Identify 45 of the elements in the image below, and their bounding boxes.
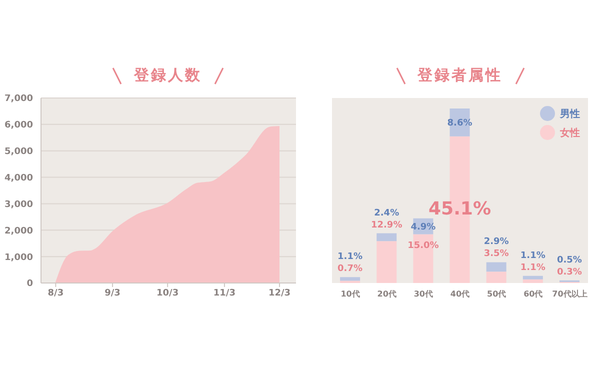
data-label: 3.5% bbox=[484, 249, 509, 260]
x-tick-label: 40代 bbox=[450, 290, 470, 299]
x-tick-label: 8/3 bbox=[48, 288, 64, 298]
x-tick-label: 9/3 bbox=[104, 288, 120, 298]
x-tick-label: 60代 bbox=[524, 290, 543, 299]
y-tick-label: 1,000 bbox=[4, 252, 33, 263]
bar bbox=[522, 279, 543, 283]
x-tick-label: 50代 bbox=[487, 290, 506, 299]
data-label: 2.4% bbox=[374, 208, 400, 218]
data-label: 4.9% bbox=[410, 222, 436, 232]
data-label: 12.9% bbox=[371, 220, 402, 230]
data-label: 0.7% bbox=[338, 264, 363, 274]
data-label: 8.6% bbox=[447, 118, 472, 128]
data-label: 15.0% bbox=[408, 241, 439, 252]
data-label: 1.1% bbox=[520, 262, 546, 273]
y-tick-label: 4,000 bbox=[4, 173, 33, 184]
x-tick-label: 11/3 bbox=[213, 288, 236, 298]
bar bbox=[486, 262, 506, 272]
legend-label: 男性 bbox=[560, 108, 580, 120]
data-label: 1.1% bbox=[520, 250, 546, 261]
x-tick-label: 70代以上 bbox=[552, 290, 588, 299]
chart-title: 登録者属性 bbox=[418, 66, 502, 84]
data-label: 2.9% bbox=[484, 237, 509, 248]
x-tick-label: 20代 bbox=[377, 290, 396, 299]
bar bbox=[376, 241, 397, 283]
x-tick-label: 12/3 bbox=[268, 288, 291, 298]
chart-title: 登録人数 bbox=[134, 66, 202, 84]
x-tick-label: 30代 bbox=[414, 290, 433, 299]
bar bbox=[340, 277, 360, 281]
data-label: 1.1% bbox=[338, 252, 363, 262]
bar bbox=[522, 276, 543, 280]
data-label: 0.5% bbox=[556, 255, 582, 266]
y-tick-label: 3,000 bbox=[4, 200, 33, 210]
legend-label: 女性 bbox=[560, 126, 580, 140]
data-label: 0.3% bbox=[556, 267, 582, 278]
bar bbox=[376, 233, 397, 242]
y-tick-label: 7,000 bbox=[4, 94, 33, 104]
data-label: 45.1% bbox=[428, 198, 491, 220]
y-tick-label: 5,000 bbox=[4, 147, 33, 158]
y-tick-label: 2,000 bbox=[4, 226, 33, 236]
y-tick-label: 6,000 bbox=[4, 120, 33, 131]
x-tick-label: 10代 bbox=[340, 290, 360, 299]
x-tick-label: 10/3 bbox=[156, 288, 179, 298]
y-tick-label: 0 bbox=[26, 279, 33, 290]
bar bbox=[486, 272, 506, 283]
